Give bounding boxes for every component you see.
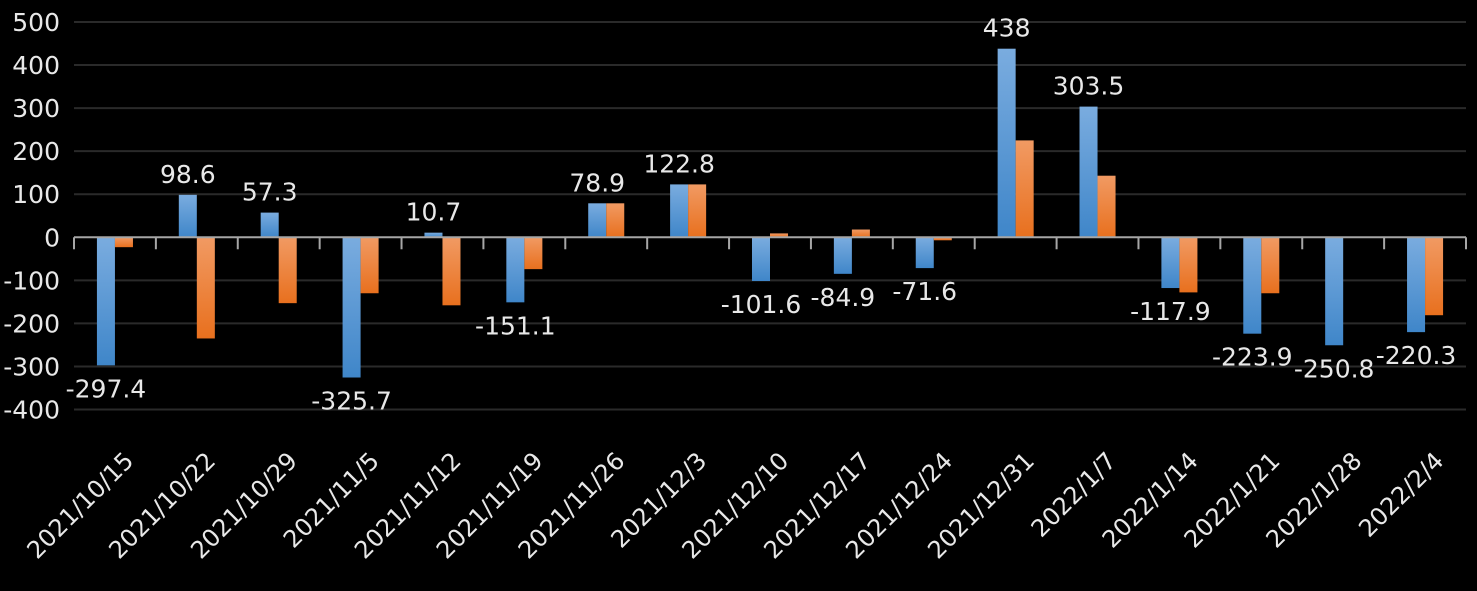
bar-series-1 (1161, 237, 1180, 289)
data-label: -325.7 (311, 387, 392, 416)
bar-series-1 (1407, 237, 1426, 333)
data-label: -84.9 (811, 283, 876, 312)
y-tick-label: -400 (3, 396, 60, 425)
data-label: -223.9 (1212, 343, 1293, 372)
data-label: -101.6 (721, 290, 802, 319)
bar-series-1 (342, 237, 361, 378)
bar-series-2 (360, 237, 379, 294)
bar-series-2 (606, 203, 625, 238)
bar-series-2 (933, 237, 952, 241)
bar-series-2 (524, 237, 543, 270)
bar-series-1 (506, 237, 525, 303)
data-label: -250.8 (1294, 354, 1375, 383)
bar-series-1 (178, 194, 197, 238)
bar-series-2 (688, 184, 707, 238)
y-tick-label: -200 (3, 309, 60, 338)
x-category-label: 2022/2/4 (1353, 447, 1449, 543)
bar-series-2 (851, 229, 870, 238)
data-label: 303.5 (1053, 72, 1125, 101)
y-tick-label: -100 (3, 266, 60, 295)
data-label: -297.4 (66, 374, 147, 403)
bar-series-1 (1079, 106, 1098, 238)
bar-series-1 (833, 237, 852, 274)
bar-series-2 (1261, 237, 1280, 294)
bar-series-2 (1179, 237, 1198, 293)
bar-series-1 (424, 232, 443, 238)
y-tick-label: 400 (12, 51, 60, 80)
data-label: -117.9 (1130, 297, 1211, 326)
bar-series-1 (96, 237, 115, 366)
bar-series-2 (1097, 175, 1116, 238)
bar-series-2 (770, 233, 789, 238)
y-tick-label: 0 (44, 223, 60, 252)
bar-series-1 (588, 203, 607, 238)
data-label: 78.9 (569, 168, 625, 197)
data-label: 10.7 (406, 198, 462, 227)
bar-series-2 (442, 237, 461, 306)
data-label: 57.3 (242, 178, 298, 207)
bar-series-1 (1243, 237, 1262, 334)
data-label: 438 (983, 14, 1031, 43)
bar-series-2 (196, 237, 215, 339)
bar-series-2 (114, 237, 133, 248)
y-tick-label: 300 (12, 94, 60, 123)
y-tick-label: 500 (12, 8, 60, 37)
bar-series-2 (278, 237, 297, 304)
data-label: 98.6 (160, 160, 216, 189)
y-tick-label: 200 (12, 137, 60, 166)
bar-series-1 (915, 237, 934, 269)
bar-series-1 (260, 212, 279, 238)
bar-series-1 (997, 48, 1016, 238)
bar-series-2 (1425, 237, 1444, 316)
data-label: -220.3 (1376, 341, 1457, 370)
data-label: -151.1 (475, 311, 556, 340)
bar-series-1 (670, 184, 689, 238)
data-label: -71.6 (892, 277, 957, 306)
data-label: 122.8 (643, 149, 715, 178)
bar-series-1 (751, 237, 770, 282)
y-tick-label: -300 (3, 352, 60, 381)
y-tick-label: 100 (12, 180, 60, 209)
bar-series-1 (1325, 237, 1344, 346)
bar-series-2 (1015, 140, 1034, 238)
